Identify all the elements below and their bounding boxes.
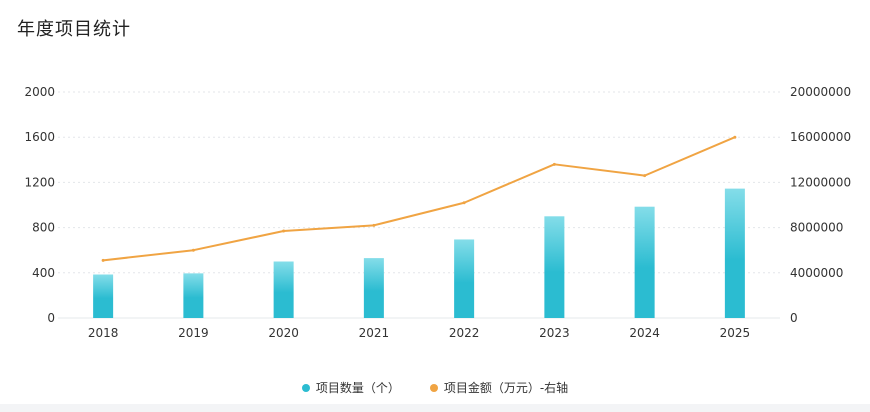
chart-title: 年度项目统计 [17,19,131,40]
line-point [191,248,195,252]
left-axis: 0 400 800 1200 1600 2000 [24,85,55,325]
bar [93,274,114,318]
x-tick-label: 2024 [629,326,660,340]
bar [454,239,475,318]
right-tick-label: 8000000 [790,221,843,235]
line-point [282,229,286,233]
amount-line [103,136,736,262]
right-tick-label: 16000000 [790,130,851,144]
footer-strip [0,404,870,412]
legend-item-count[interactable]: 项目数量（个） [301,379,400,396]
x-tick-label: 2020 [268,326,299,340]
x-tick-label: 2021 [359,326,390,340]
legend: 项目数量（个） 项目金额（万元）-右轴 [0,379,870,396]
bar [363,258,384,318]
left-tick-label: 1600 [24,130,55,144]
left-tick-label: 800 [32,221,55,235]
x-tick-label: 2022 [449,326,480,340]
left-tick-label: 2000 [24,85,55,99]
bar [183,273,204,318]
bar [273,261,294,318]
x-tick-label: 2023 [539,326,570,340]
right-tick-label: 4000000 [790,266,843,280]
line-point [733,135,737,139]
right-axis: 0 4000000 8000000 12000000 16000000 20000000 [790,85,851,325]
bar [544,216,565,318]
left-tick-label: 400 [32,266,55,280]
left-tick-label: 0 [47,311,55,325]
right-tick-label: 12000000 [790,175,851,189]
legend-count-label: 项目数量（个） [315,381,400,395]
line-series [101,135,737,262]
x-axis: 2018 2019 2020 2021 2022 2023 2024 2025 [88,326,750,340]
x-tick-label: 2019 [178,326,209,340]
legend-item-amount[interactable]: 项目金额（万元）-右轴 [429,379,569,396]
line-point [462,201,466,205]
legend-amount-marker [429,383,438,392]
bar [724,188,745,318]
right-tick-label: 20000000 [790,85,851,99]
right-tick-label: 0 [790,311,798,325]
legend-amount-label: 项目金额（万元）-右轴 [443,381,569,395]
x-tick-label: 2025 [720,326,751,340]
line-point [101,258,105,262]
line-point [643,174,647,178]
x-tick-label: 2018 [88,326,119,340]
left-tick-label: 1200 [24,175,55,189]
grid-lines [58,91,780,319]
line-point [372,223,376,227]
line-point [552,162,556,166]
bar-series [93,188,745,318]
legend-count-marker [301,383,310,392]
bar [634,206,655,318]
